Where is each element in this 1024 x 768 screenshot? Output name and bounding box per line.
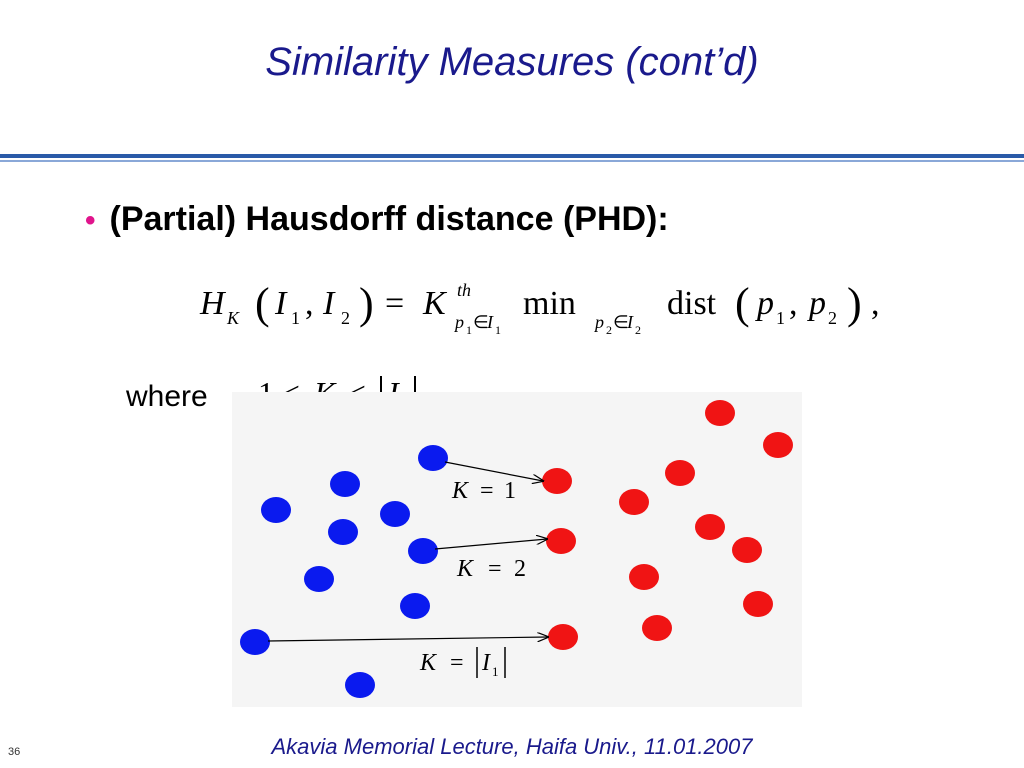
red-point: [642, 615, 672, 641]
formula-in-2: ∈: [613, 312, 629, 332]
formula-sub-p2: p: [593, 312, 604, 332]
formula-sub-I1: I: [486, 312, 494, 332]
phd-formula: H K ( I 1 , I 2 ) = K th p 1 ∈ I 1 min p…: [199, 279, 880, 337]
blue-point: [330, 471, 360, 497]
point-sets-figure: K = 1 K = 2 K = I 1: [232, 392, 802, 707]
red-point: [732, 537, 762, 563]
red-point: [619, 489, 649, 515]
label-k2-K: K: [456, 556, 475, 582]
label-k1-val: 1: [504, 478, 516, 504]
formula-I2-sub: 2: [341, 308, 350, 328]
blue-point: [345, 672, 375, 698]
red-point: [743, 591, 773, 617]
formula-p2: p: [807, 285, 826, 322]
formula-equals: =: [385, 285, 404, 322]
formula-sub-I2: I: [626, 312, 634, 332]
red-point: [763, 432, 793, 458]
label-kI-idx: 1: [492, 664, 499, 679]
label-k1-K: K: [451, 478, 470, 504]
formula-p1-idx: 1: [776, 308, 785, 328]
formula-comma-2: ,: [789, 285, 798, 322]
label-k1: K = 1: [451, 478, 516, 504]
red-point: [705, 400, 735, 426]
formula-I1: I: [274, 285, 288, 322]
formula-p1: p: [755, 285, 774, 322]
point-sets-canvas: K = 1 K = 2 K = I 1: [240, 400, 793, 698]
formula-sub-p1: p: [453, 312, 464, 332]
formula-in-1: ∈: [473, 312, 489, 332]
red-point: [548, 624, 578, 650]
slide-title: Similarity Measures (cont’d): [265, 40, 759, 84]
formula-I1-sub: 1: [291, 308, 300, 328]
blue-point: [380, 501, 410, 527]
red-point: [546, 528, 576, 554]
formula-sub-p1-idx: 1: [466, 323, 472, 337]
formula-lparen: (: [255, 279, 270, 328]
formula-p2-idx: 2: [828, 308, 837, 328]
formula-rparen: ): [359, 279, 374, 328]
formula-K-sub: K: [226, 308, 240, 328]
blue-point: [328, 519, 358, 545]
formula-sub-I1-idx: 1: [495, 323, 501, 337]
bullet-marker: •: [85, 204, 96, 237]
where-label: where: [126, 380, 208, 413]
formula-th: th: [457, 280, 471, 300]
formula-dist: dist: [667, 285, 717, 322]
red-point: [629, 564, 659, 590]
formula-rparen-2: ): [847, 279, 862, 328]
label-kI-K: K: [419, 650, 438, 676]
blue-point: [408, 538, 438, 564]
label-kI-I: I: [481, 650, 491, 676]
red-point: [542, 468, 572, 494]
formula-sub-p2-idx: 2: [606, 323, 612, 337]
formula-K: K: [422, 285, 448, 322]
bullet-text: (Partial) Hausdorff distance (PHD):: [109, 200, 669, 238]
title-divider: [0, 154, 1024, 158]
blue-point: [261, 497, 291, 523]
formula-lparen-2: (: [735, 279, 750, 328]
point-set-I2: [542, 400, 793, 650]
arrow-k-abs-i1: [267, 637, 548, 641]
title-divider-thin: [0, 160, 1024, 162]
blue-point: [400, 593, 430, 619]
label-k2-eq: =: [488, 556, 502, 582]
blue-point: [304, 566, 334, 592]
blue-point: [240, 629, 270, 655]
page-number: 36: [8, 746, 21, 758]
bullet-item: • (Partial) Hausdorff distance (PHD):: [85, 200, 669, 239]
formula-comma: ,: [305, 285, 314, 322]
red-point: [665, 460, 695, 486]
label-k1-eq: =: [480, 478, 494, 504]
point-set-I1: [240, 445, 448, 698]
blue-point: [418, 445, 448, 471]
formula-sub-I2-idx: 2: [635, 323, 641, 337]
slide-footer: Akavia Memorial Lecture, Haifa Univ., 11…: [271, 734, 753, 759]
arrow-k1: [444, 461, 543, 481]
arrow-k2: [434, 539, 547, 550]
red-point: [695, 514, 725, 540]
label-kI-eq: =: [450, 650, 464, 676]
label-k2: K = 2: [456, 556, 526, 582]
formula-min: min: [523, 285, 576, 322]
label-k2-val: 2: [514, 556, 526, 582]
formula-I2: I: [322, 285, 336, 322]
label-k-abs-i1: K = I 1: [419, 647, 506, 679]
formula-H: H: [199, 285, 227, 322]
formula-trailing-comma: ,: [871, 285, 880, 322]
